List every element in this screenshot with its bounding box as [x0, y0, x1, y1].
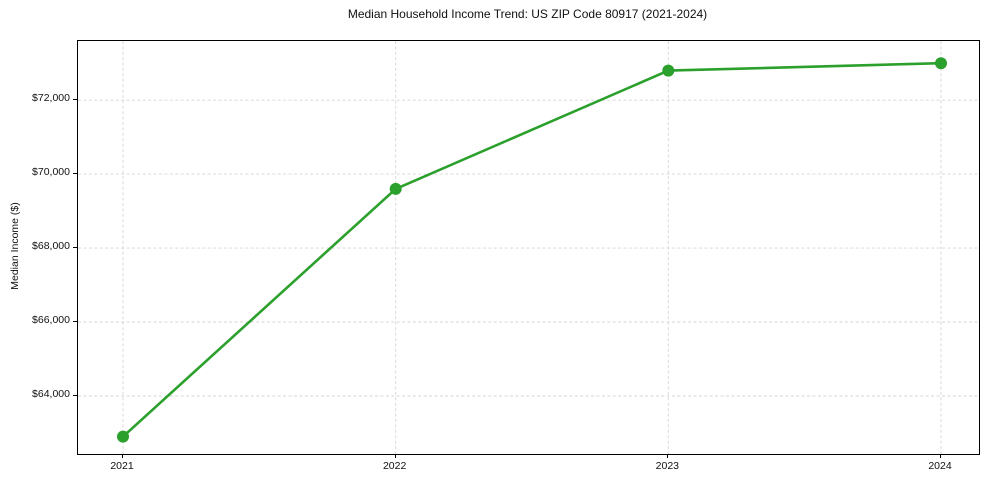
line-plot [78, 41, 979, 454]
x-tick-mark [122, 454, 123, 459]
x-tick-label: 2023 [655, 460, 679, 472]
y-tick-mark [73, 321, 77, 322]
plot-area [77, 40, 980, 455]
y-tick-mark [73, 394, 77, 396]
chart-title: Median Household Income Trend: US ZIP Co… [347, 7, 708, 21]
y-tick-mark [73, 173, 77, 175]
y-tick-mark [73, 99, 77, 101]
y-tick-label: $68,000 [32, 240, 70, 253]
x-tick-label: 2024 [928, 460, 952, 472]
y-tick-label: $66,000 [32, 314, 70, 326]
y-tick-label: $70,000 [32, 166, 70, 179]
x-tick-mark [667, 454, 669, 459]
x-tick-label: 2021 [110, 460, 134, 472]
x-tick-label: 2022 [382, 460, 407, 472]
y-tick-label: $72,000 [32, 92, 70, 105]
x-tick-mark [940, 454, 941, 459]
y-tick-label: $64,000 [32, 387, 70, 400]
data-point-marker [389, 182, 402, 195]
y-tick-mark [73, 247, 77, 249]
data-point-marker [935, 57, 947, 70]
data-point-marker [117, 430, 129, 443]
data-point-marker [662, 64, 675, 77]
trend-line [121, 61, 943, 438]
x-tick-mark [394, 454, 396, 459]
